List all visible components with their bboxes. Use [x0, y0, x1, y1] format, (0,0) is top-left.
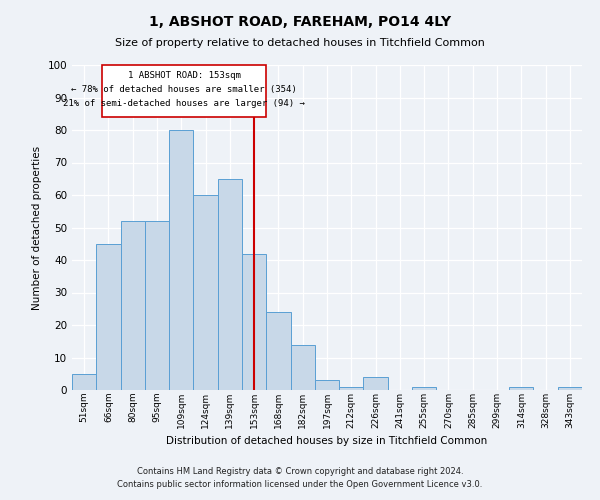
Bar — [218, 179, 242, 390]
Bar — [315, 380, 339, 390]
Text: Size of property relative to detached houses in Titchfield Common: Size of property relative to detached ho… — [115, 38, 485, 48]
Text: 1, ABSHOT ROAD, FAREHAM, PO14 4LY: 1, ABSHOT ROAD, FAREHAM, PO14 4LY — [149, 15, 451, 29]
Bar — [412, 387, 436, 390]
Text: Contains HM Land Registry data © Crown copyright and database right 2024.
Contai: Contains HM Land Registry data © Crown c… — [118, 468, 482, 489]
Bar — [145, 221, 169, 390]
Bar — [509, 387, 533, 390]
Bar — [339, 387, 364, 390]
Bar — [558, 387, 582, 390]
Bar — [364, 377, 388, 390]
FancyBboxPatch shape — [103, 65, 266, 117]
Bar — [121, 221, 145, 390]
Bar — [266, 312, 290, 390]
Bar — [242, 254, 266, 390]
Bar — [193, 195, 218, 390]
Bar — [290, 344, 315, 390]
X-axis label: Distribution of detached houses by size in Titchfield Common: Distribution of detached houses by size … — [166, 436, 488, 446]
Bar — [169, 130, 193, 390]
Bar — [72, 374, 96, 390]
Text: ← 78% of detached houses are smaller (354): ← 78% of detached houses are smaller (35… — [71, 85, 297, 94]
Text: 21% of semi-detached houses are larger (94) →: 21% of semi-detached houses are larger (… — [64, 99, 305, 108]
Y-axis label: Number of detached properties: Number of detached properties — [32, 146, 42, 310]
Text: 1 ABSHOT ROAD: 153sqm: 1 ABSHOT ROAD: 153sqm — [128, 71, 241, 80]
Bar — [96, 244, 121, 390]
